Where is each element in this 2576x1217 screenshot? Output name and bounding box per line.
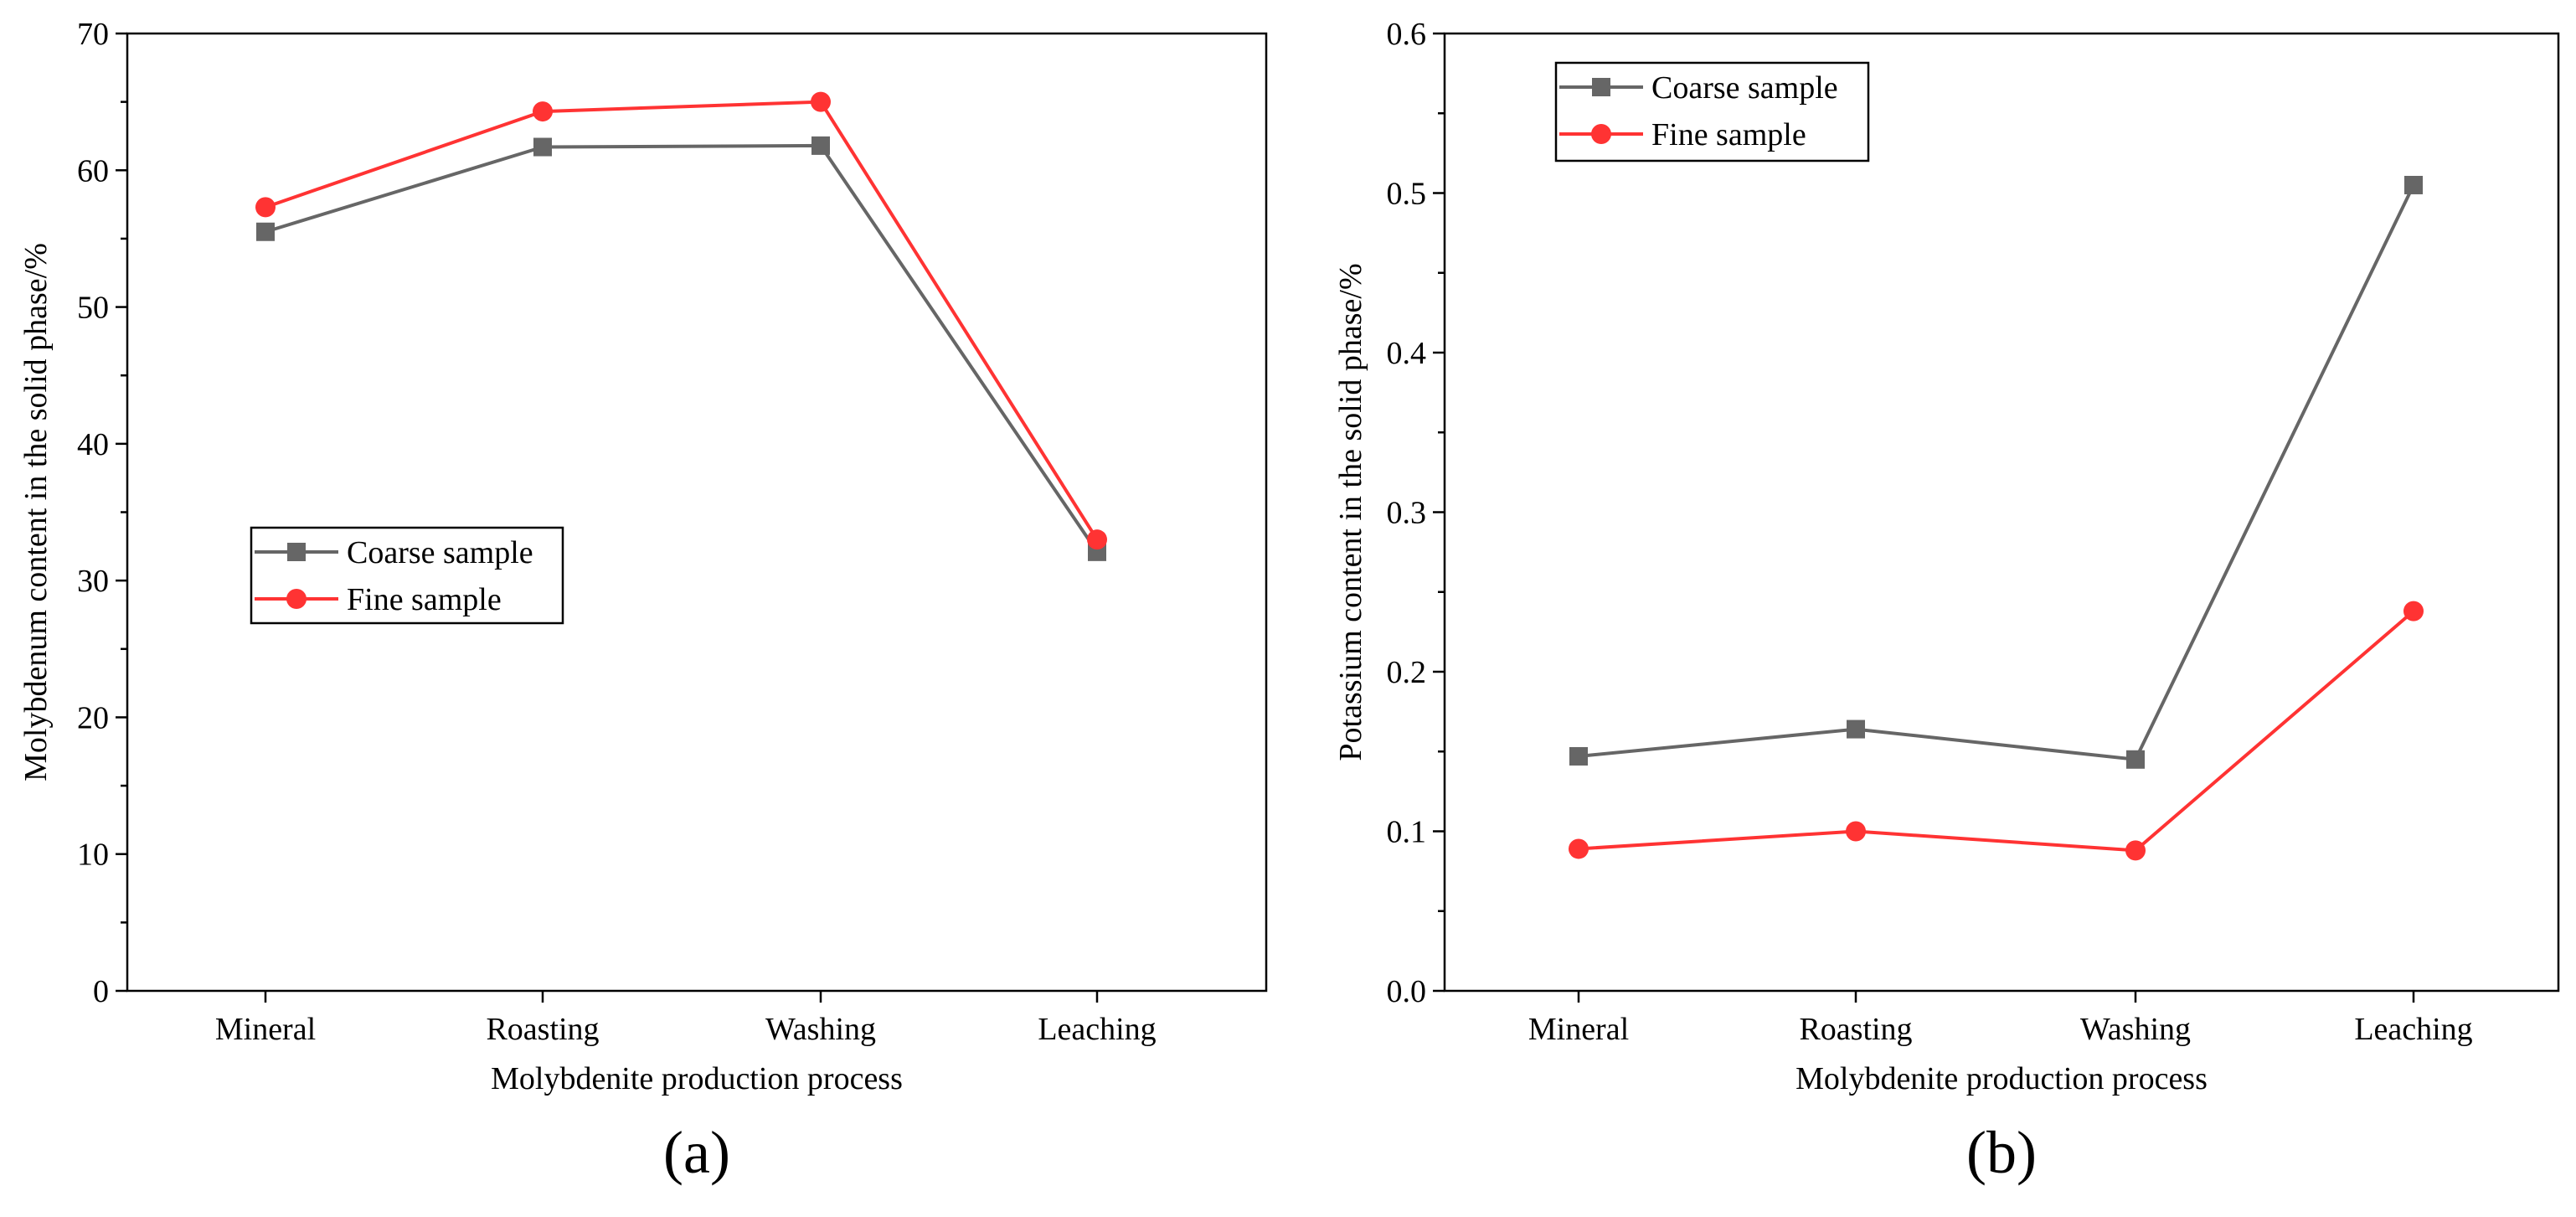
y-tick-label: 10 [77,838,109,873]
y-axis-title: Potassium content in the solid phase/% [1333,263,1368,761]
x-tick-label: Roasting [1799,1012,1912,1047]
data-point-circle [1569,838,1589,859]
data-point-square [1569,746,1588,766]
y-tick-label: 0.0 [1387,974,1427,1009]
data-point-circle [2125,840,2146,861]
y-tick-label: 60 [77,153,109,188]
legend-label: Fine sample [1651,117,1806,152]
legend-marker-circle [286,589,307,609]
y-tick-label: 0.4 [1387,336,1427,371]
x-tick-label: Roasting [486,1012,599,1047]
y-tick-label: 20 [77,700,109,735]
series-line [1578,184,2415,761]
chart-panel-a: 0 10 20 30 40 50 60 70 Mineral Roasting Washing Lea… [18,17,1268,1186]
x-tick-label: Washing [2080,1012,2191,1047]
x-tick-label: Washing [765,1012,876,1047]
data-point-circle [533,101,553,122]
y-tick-label: 40 [77,427,109,462]
legend: Coarse sample Fine sample [250,526,564,625]
x-tick-label: Mineral [215,1012,316,1047]
y-tick-label: 0.3 [1387,496,1427,531]
x-axis-title: Molybdenite production process [1795,1061,2208,1096]
data-point-square [1847,719,1865,739]
series-coarse-sample [256,136,1106,561]
series-fine-sample [1569,601,2424,861]
x-tick-label: Leaching [2354,1012,2472,1047]
series-line [1578,610,2415,853]
plot-frame [126,32,1268,993]
y-tick-label: 30 [77,564,109,599]
y-tick-label: 0.1 [1387,815,1427,850]
legend-label: Fine sample [347,582,502,617]
series-fine-sample [255,91,1107,550]
chart-panel-b: 0.0 0.1 0.2 0.3 0.4 0.5 0.6 Mineral Roasting Wash… [1333,17,2560,1186]
legend-label: Coarse sample [347,535,533,570]
data-point-square [533,137,552,157]
legend-marker-square [1592,78,1610,96]
y-tick-label: 0.2 [1387,655,1427,690]
series-line [265,143,1099,553]
x-axis-title: Molybdenite production process [491,1061,903,1096]
legend-marker-circle [1591,124,1611,144]
data-point-square [2404,175,2423,194]
y-tick-label: 0.6 [1387,17,1427,52]
data-point-circle [1087,529,1107,550]
y-tick-label: 50 [77,291,109,326]
panel-label: (b) [1966,1119,2037,1186]
x-tick-label: Leaching [1038,1012,1156,1047]
data-point-circle [255,197,276,218]
series-line [265,100,1099,541]
panel-label: (a) [663,1119,730,1186]
data-point-circle [811,91,831,112]
legend-marker-square [287,543,306,561]
data-point-square [2126,750,2145,769]
y-tick-label: 0 [93,974,109,1009]
data-point-square [811,136,830,155]
legend-label: Coarse sample [1651,70,1838,106]
data-point-circle [1846,821,1866,842]
x-tick-label: Mineral [1528,1012,1629,1047]
legend: Coarse sample Fine sample [1554,61,1870,162]
y-axis-title: Molybdenum content in the solid phase/% [18,243,54,781]
data-point-square [256,222,275,241]
y-tick-label: 70 [77,17,109,52]
series-coarse-sample [1569,175,2423,769]
data-point-circle [2403,601,2424,621]
y-tick-label: 0.5 [1387,177,1427,212]
